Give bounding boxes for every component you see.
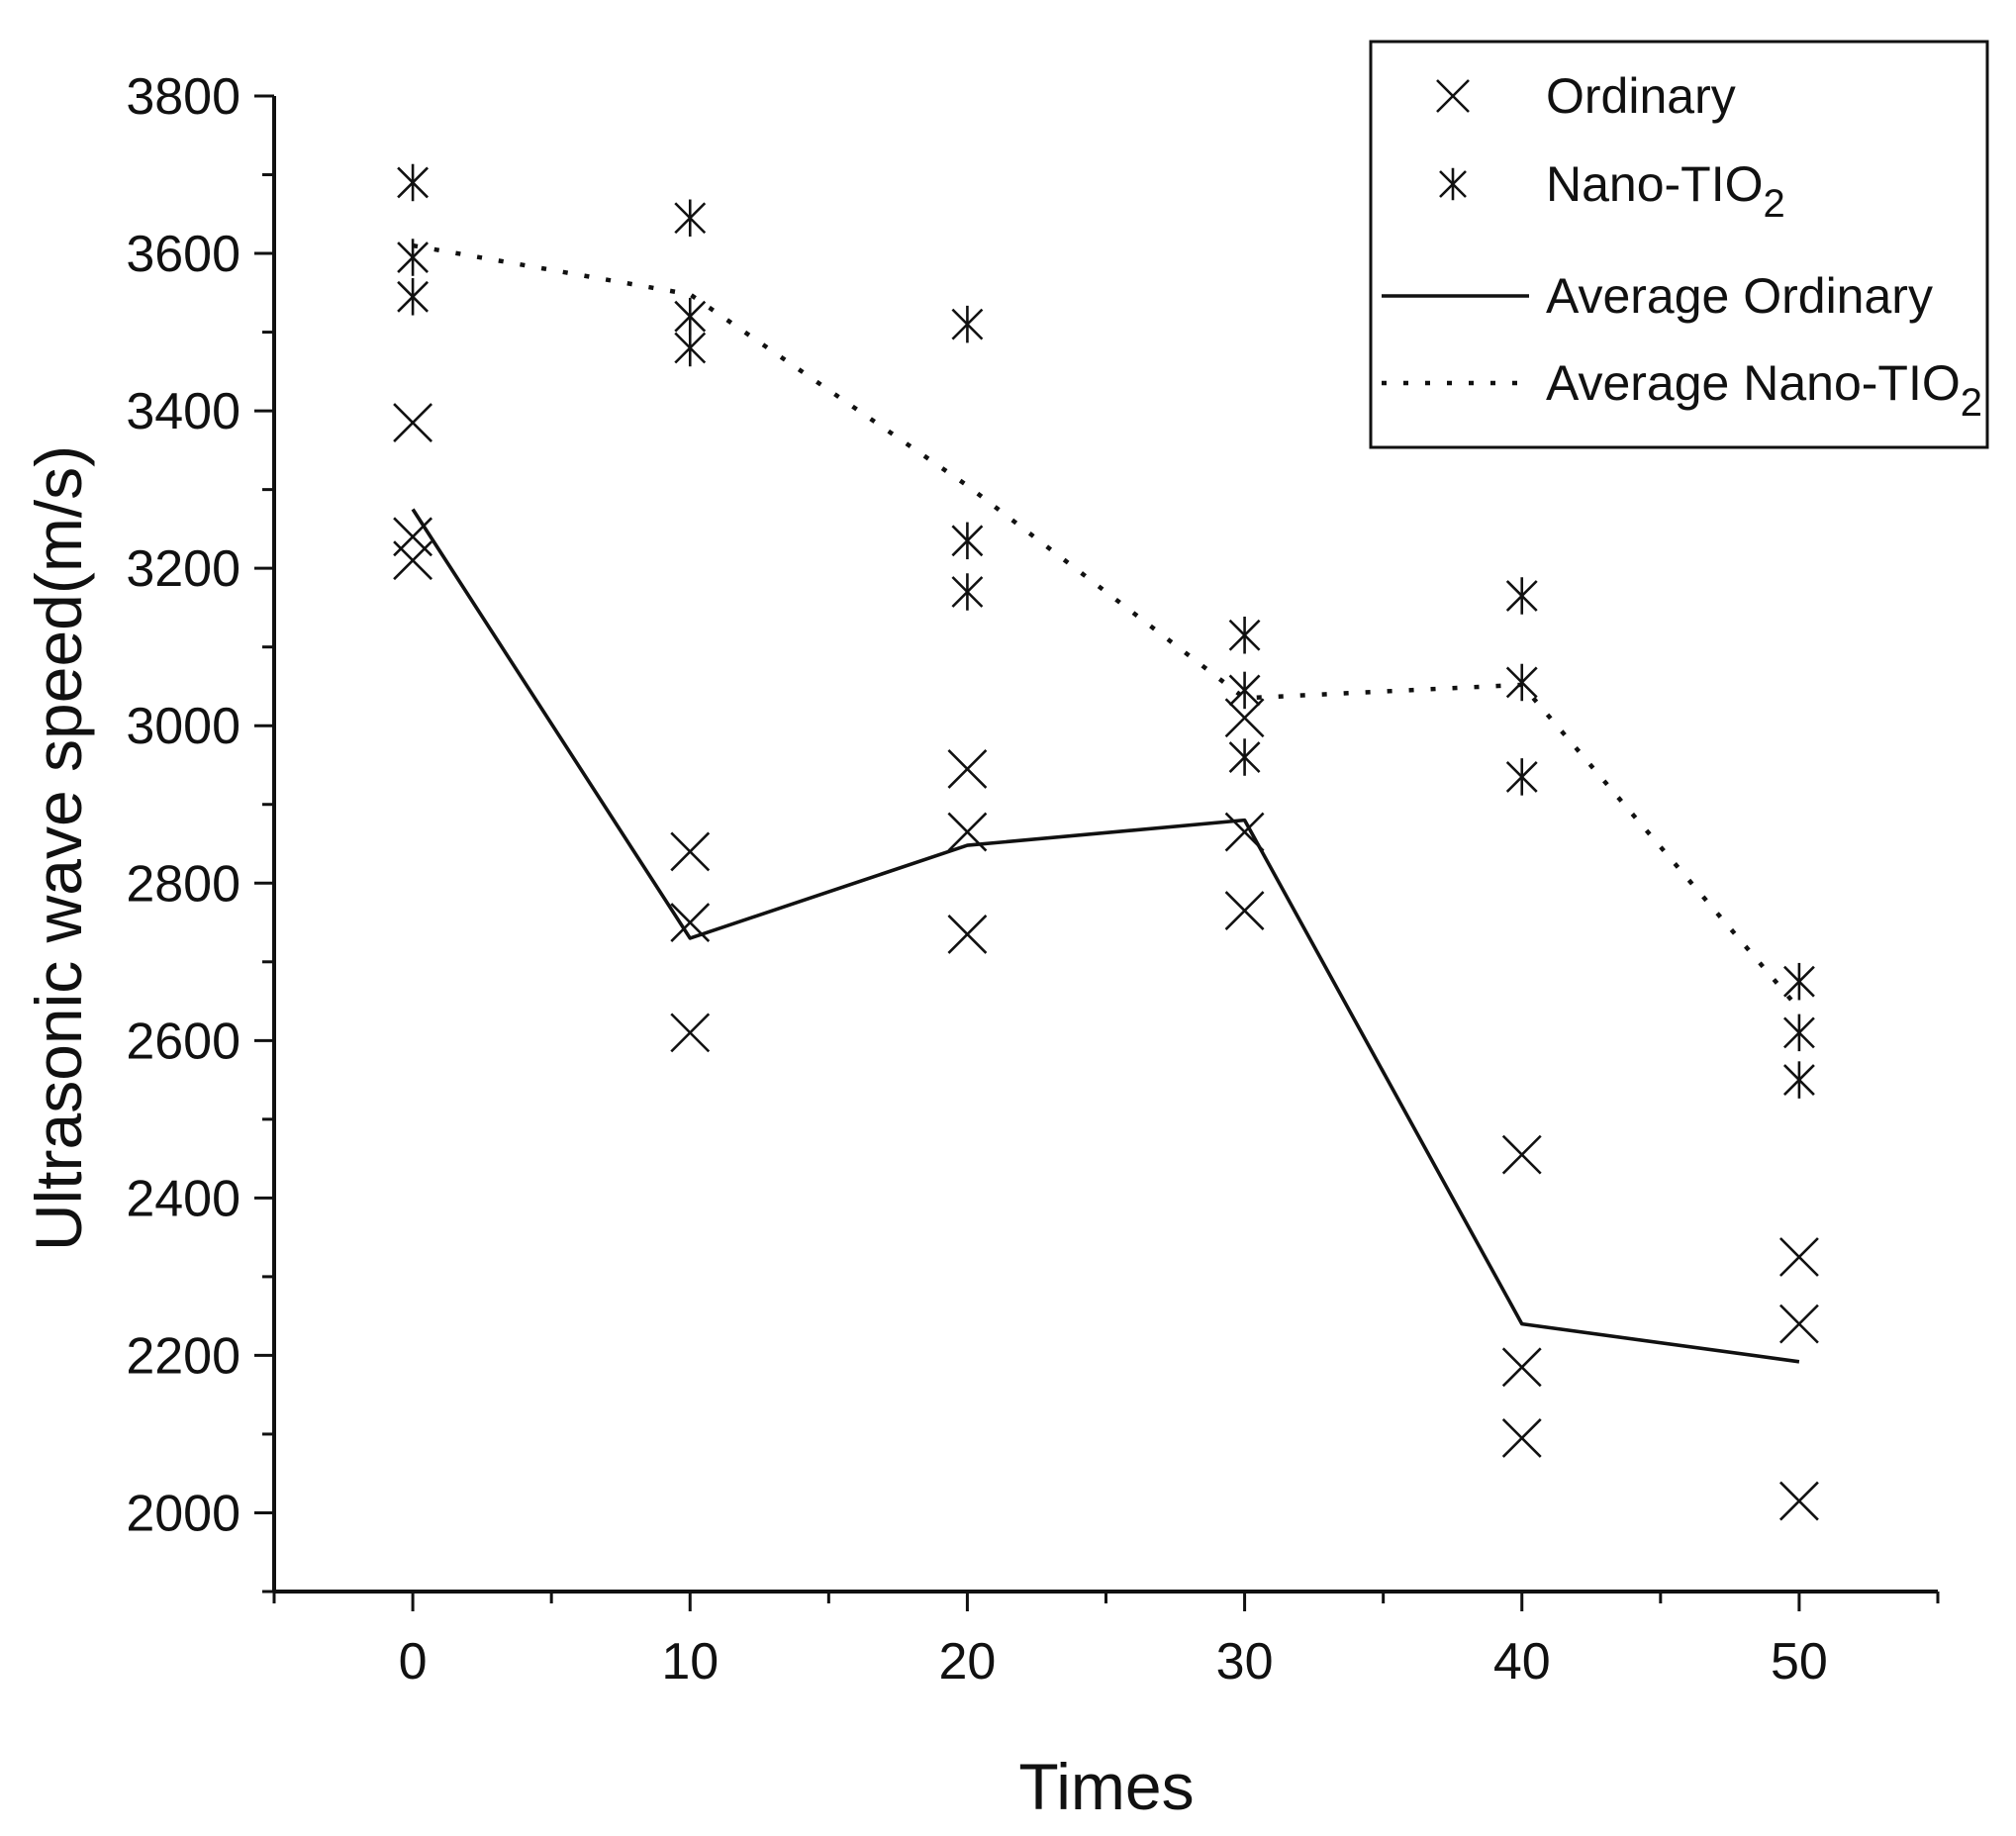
- x-marker-stroke: [1224, 891, 1265, 931]
- nano-tio2-point: [1228, 738, 1261, 776]
- ordinary-point: [393, 403, 433, 442]
- x-tick-label: 0: [399, 1633, 428, 1691]
- y-tick-label: 3800: [126, 68, 240, 126]
- x-marker-stroke: [393, 403, 433, 442]
- x-tick-label: 40: [1493, 1633, 1551, 1691]
- x-tick-label: 10: [661, 1633, 719, 1691]
- nano-tio2-point: [674, 297, 707, 336]
- y-axis-title: Ultrasonic wave speed(m/s): [22, 445, 95, 1251]
- x-marker-stroke: [1778, 1481, 1819, 1521]
- nano-tio2-point: [1228, 671, 1261, 710]
- x-marker-stroke: [393, 540, 433, 581]
- ordinary-point: [1501, 1134, 1542, 1175]
- y-tick-label: 3200: [126, 540, 240, 598]
- x-marker-stroke: [947, 812, 988, 852]
- ordinary-point: [393, 517, 433, 557]
- y-tick-label: 2800: [126, 855, 240, 913]
- axes: [254, 94, 1940, 1611]
- y-tick-label: 2600: [126, 1013, 240, 1070]
- ordinary-point: [1778, 1481, 1819, 1521]
- y-tick-label: 3600: [126, 226, 240, 283]
- nano-tio2-point: [951, 573, 984, 611]
- x-tick-label: 20: [938, 1633, 996, 1691]
- tick-labels: 2000220024002600280030003200340036003800…: [126, 68, 1828, 1691]
- nano-tio2-point: [1782, 1014, 1815, 1052]
- ordinary-point: [1224, 812, 1265, 852]
- ordinary-point: [1778, 1304, 1819, 1344]
- x-marker-stroke: [1501, 1347, 1542, 1388]
- x-marker-stroke: [1501, 1134, 1542, 1175]
- nano-tio2-point: [1782, 962, 1815, 1001]
- ordinary-point: [393, 540, 433, 581]
- nano-tio2-point: [1505, 577, 1538, 615]
- y-tick-label: 3400: [126, 383, 240, 440]
- ordinary-point: [947, 915, 988, 954]
- x-tick-label: 30: [1216, 1633, 1274, 1691]
- y-tick-label: 3000: [126, 698, 240, 755]
- x-marker-stroke: [670, 1013, 711, 1053]
- x-marker-stroke: [1224, 698, 1265, 738]
- ordinary-point: [670, 831, 711, 872]
- ordinary-point: [1778, 1237, 1819, 1277]
- nano-tio2-point: [1782, 1061, 1815, 1099]
- nano-tio2-point: [951, 305, 984, 343]
- y-tick-label: 2000: [126, 1485, 240, 1542]
- ordinary-point: [1224, 698, 1265, 738]
- ordinary-point: [670, 1013, 711, 1053]
- x-marker-stroke: [947, 915, 988, 954]
- nano-tio2-point: [397, 239, 430, 276]
- legend-ordinary-symbol: [1436, 79, 1470, 113]
- y-tick-label: 2200: [126, 1327, 240, 1385]
- x-axis-title: Times: [1018, 1750, 1194, 1823]
- legend-box: [1369, 40, 1989, 449]
- x-marker-stroke: [1436, 79, 1470, 113]
- nano-tio2-point: [397, 163, 430, 202]
- ordinary-point: [1501, 1418, 1542, 1458]
- x-marker-stroke: [947, 749, 988, 789]
- x-marker-stroke: [1224, 812, 1265, 852]
- ordinary-point: [947, 812, 988, 852]
- legend-label-subscript: 2: [1961, 381, 1982, 425]
- x-marker-stroke: [670, 903, 711, 942]
- legend-label: Ordinary: [1546, 68, 1736, 124]
- y-tick-label: 2400: [126, 1170, 240, 1227]
- x-marker-stroke: [1778, 1304, 1819, 1344]
- legend-label-subscript: 2: [1764, 182, 1785, 226]
- legend-label: Average Ordinary: [1546, 268, 1933, 324]
- nano-tio2-point: [674, 329, 707, 367]
- ordinary-point: [670, 903, 711, 942]
- nano-tio2-point: [951, 522, 984, 560]
- x-marker-stroke: [1778, 1237, 1819, 1277]
- nano-tio2-point: [397, 278, 430, 316]
- x-marker-stroke: [670, 831, 711, 872]
- ordinary-point: [1501, 1347, 1542, 1388]
- nano-tio2-point: [1228, 617, 1261, 654]
- ordinary-point: [947, 749, 988, 789]
- average-ordinary-line: [411, 508, 1800, 1364]
- nano-tio2-point: [1505, 663, 1538, 702]
- data-markers: [393, 163, 1819, 1521]
- x-tick-label: 50: [1771, 1633, 1828, 1691]
- ordinary-point: [1224, 891, 1265, 931]
- average-lines: [411, 242, 1801, 1364]
- nano-tio2-point: [674, 199, 707, 238]
- nano-tio2-point: [1505, 758, 1538, 796]
- legend-nano-tio2-symbol: [1439, 167, 1467, 201]
- x-marker-stroke: [1501, 1418, 1542, 1458]
